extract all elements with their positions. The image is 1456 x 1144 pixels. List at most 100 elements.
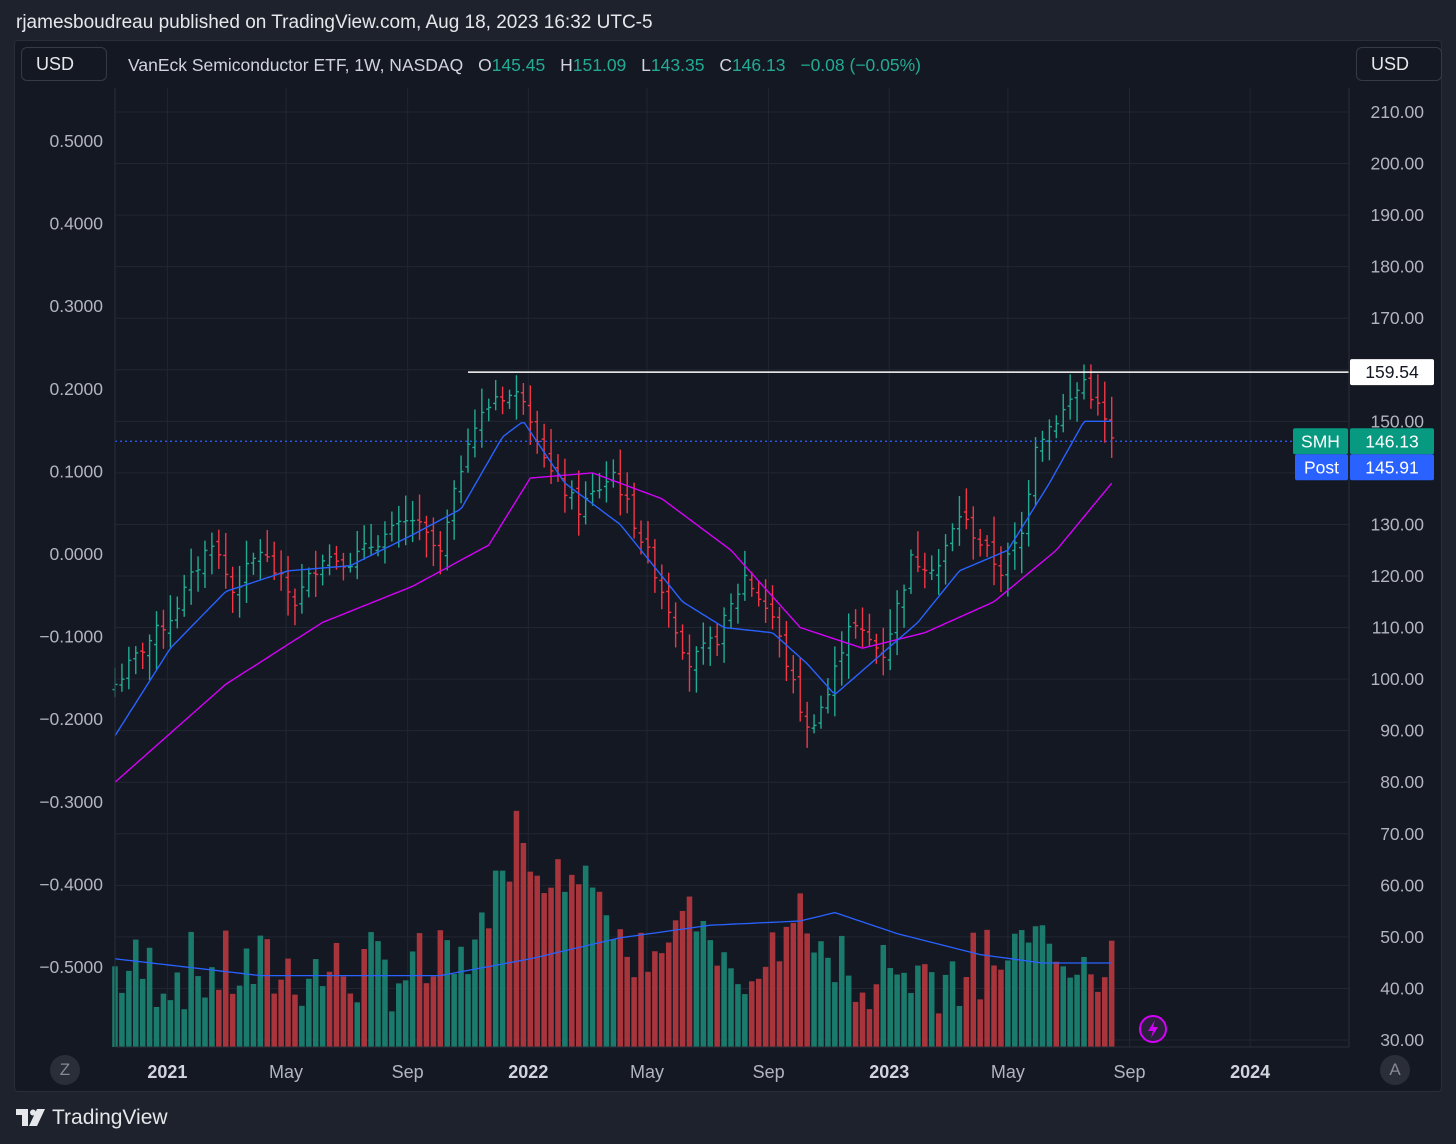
volume-bar [250,983,257,1047]
volume-bar [181,1009,187,1047]
volume-bar [908,993,914,1047]
volume-bar [389,1011,395,1047]
ohlc-bar [652,539,658,593]
ohlc-bar [1095,374,1101,416]
ohlc-bar [749,571,755,597]
volume-bar [1102,977,1108,1047]
volume-bar [832,982,838,1047]
ohlc-bar [645,521,651,564]
ohlc-bar [389,511,395,542]
post-tag: Post [1295,454,1348,481]
lightning-icon [1139,1015,1167,1043]
ohlc-bar [527,385,533,445]
ohlc-bar [264,529,270,563]
ohlc-bar [984,535,990,558]
ohlc-bar [126,646,132,690]
volume-bar [458,946,464,1047]
right-axis-tick: 30.00 [1380,1030,1424,1050]
right-currency-button[interactable]: USD [1356,47,1442,81]
ohlc-bar [624,472,630,514]
open-label: O [478,55,492,75]
volume-bar [693,931,700,1047]
volume-bar [665,942,672,1047]
ohlc-bar [216,529,222,570]
volume-bar [333,942,340,1047]
volume-bar [146,947,153,1047]
volume-bar [368,932,374,1047]
ohlc-bar [770,585,776,630]
right-axis-tick: 190.00 [1370,205,1424,225]
volume-bar [970,932,977,1047]
time-axis-tick: Sep [1113,1062,1145,1082]
left-axis-tick: −0.4000 [39,874,103,894]
volume-bar [1005,960,1011,1047]
volume-bar [811,952,817,1047]
volume-bar [645,971,651,1047]
resistance-label-text: 159.54 [1365,362,1419,382]
ohlc-bar [1102,381,1108,443]
volume-bar [652,951,658,1047]
brand-name: TradingView [52,1106,168,1129]
low-value: 143.35 [650,55,705,75]
auto-scale-button[interactable]: A [1380,1055,1410,1085]
ohlc-bar [306,567,312,598]
volume-bar [1108,940,1115,1047]
volume-bar [562,891,568,1047]
volume-bar [139,978,146,1047]
volume-bar [742,994,748,1047]
volume-bar [956,1005,963,1047]
ohlc-bar [866,613,872,647]
volume-bar [866,1009,873,1047]
low-label: L [641,55,651,75]
volume-bar [499,870,506,1047]
ohlc-bar [839,631,845,686]
volume-bar [721,952,727,1047]
ohlc-bar [513,375,519,420]
volume-bar [1088,974,1094,1047]
volume-bar [935,1013,942,1047]
ohlc-bar [908,549,914,594]
left-currency-button[interactable]: USD [21,47,107,81]
ohlc-bar [320,554,326,586]
post-tag-text: Post [1304,457,1339,477]
ohlc-bar [922,552,928,589]
volume-bar [326,971,333,1047]
right-axis-tick: 70.00 [1380,824,1424,844]
ohlc-bar [181,574,187,617]
ohlc-bar [333,545,339,570]
volume-bar [361,949,367,1047]
ma-slow-line [114,472,1113,783]
ohlc-bars [112,364,1115,748]
ohlc-bar [147,634,153,681]
tradingview-logo[interactable]: TradingView [16,1106,168,1130]
volume-bar [534,875,540,1047]
left-axis-tick: −0.5000 [39,957,103,977]
left-scale-z-button[interactable]: Z [50,1055,80,1085]
volume-bar [202,997,208,1047]
time-axis-tick: 2021 [147,1062,187,1082]
volume-bar [520,842,527,1047]
volume-bar [1046,943,1053,1047]
ohlc-bar [956,496,962,546]
ohlc-bar [396,505,402,548]
volume-bar [465,974,471,1047]
ohlc-bar [1081,364,1087,400]
right-axis-tick: 50.00 [1380,927,1424,947]
volume-bar [1039,925,1046,1047]
ohlc-bar [1074,382,1080,422]
last-price-tag-text: 146.13 [1365,431,1419,451]
ohlc-bar [915,531,921,573]
volume-bars [112,810,1115,1047]
volume-bar [188,931,194,1047]
ohlc-bar [700,622,706,665]
ohlc-bar [437,531,443,575]
ohlc-bar [963,488,969,530]
ohlc-bar [666,572,672,628]
ohlc-bar [167,595,173,648]
volume-bar [624,956,630,1047]
time-axis-tick: 2022 [508,1062,548,1082]
volume-bar [278,979,284,1047]
volume-ma [114,911,1112,977]
ohlc-bar [202,540,208,588]
